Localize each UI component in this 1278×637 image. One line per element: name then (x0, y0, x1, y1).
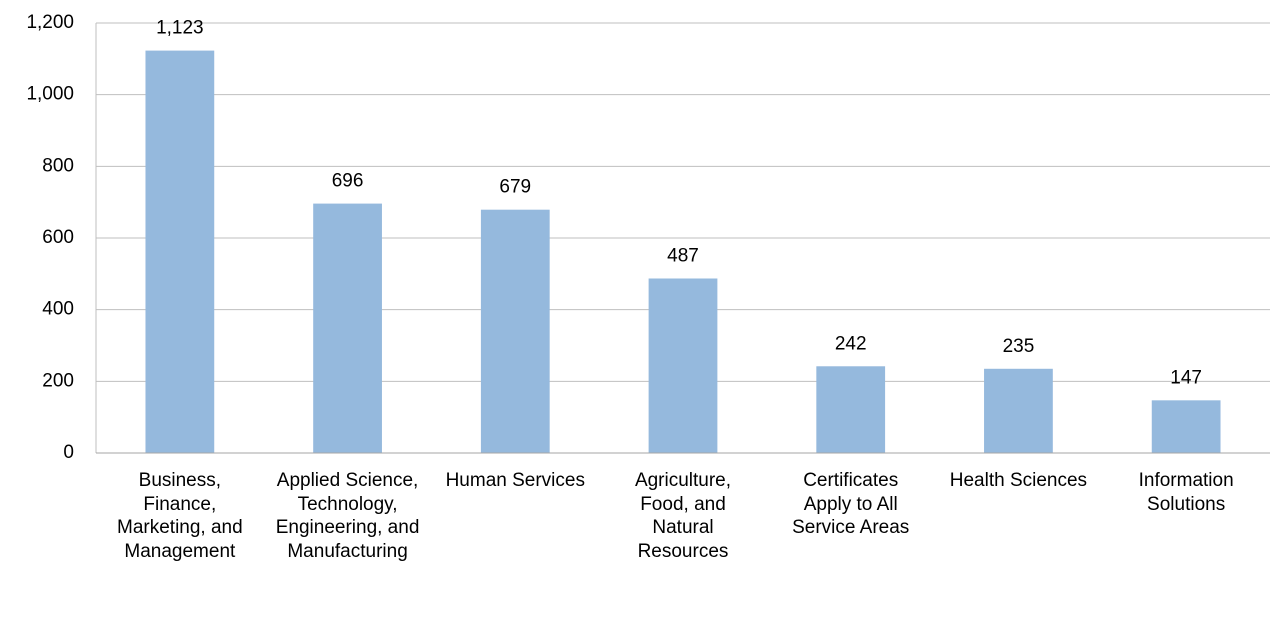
x-tick-label: Applied Science, Technology, Engineering… (275, 470, 420, 562)
x-tick-label: Agriculture, Food, and Natural Resources (634, 470, 732, 562)
data-label: 235 (1003, 336, 1035, 357)
bar (480, 209, 550, 453)
bar (313, 203, 382, 453)
y-tick-label: 0 (63, 442, 74, 463)
y-tick-label: 600 (42, 227, 74, 248)
x-tick-label: Information Solutions (1138, 470, 1234, 515)
data-label: 487 (667, 246, 699, 267)
y-tick-label: 1,000 (26, 84, 74, 105)
data-label: 1,123 (156, 18, 204, 39)
y-tick-label: 1,200 (26, 12, 74, 33)
bar (145, 50, 215, 453)
x-tick-label: Human Services (445, 470, 585, 491)
x-tick-label: Business, Finance, Marketing, and Manage… (117, 470, 243, 562)
bar (648, 278, 718, 453)
x-tick-label: Health Sciences (949, 470, 1088, 491)
bar (816, 366, 886, 453)
data-label: 242 (835, 333, 867, 354)
y-tick-label: 400 (42, 299, 74, 320)
y-tick-label: 800 (42, 155, 74, 176)
bar (984, 368, 1053, 453)
x-tick-label: Certificates Apply to All Service Areas (792, 470, 910, 538)
y-tick-label: 200 (42, 370, 74, 391)
data-label: 147 (1170, 367, 1202, 388)
data-label: 696 (332, 171, 364, 192)
bar (1151, 400, 1221, 453)
data-label: 679 (499, 177, 531, 198)
